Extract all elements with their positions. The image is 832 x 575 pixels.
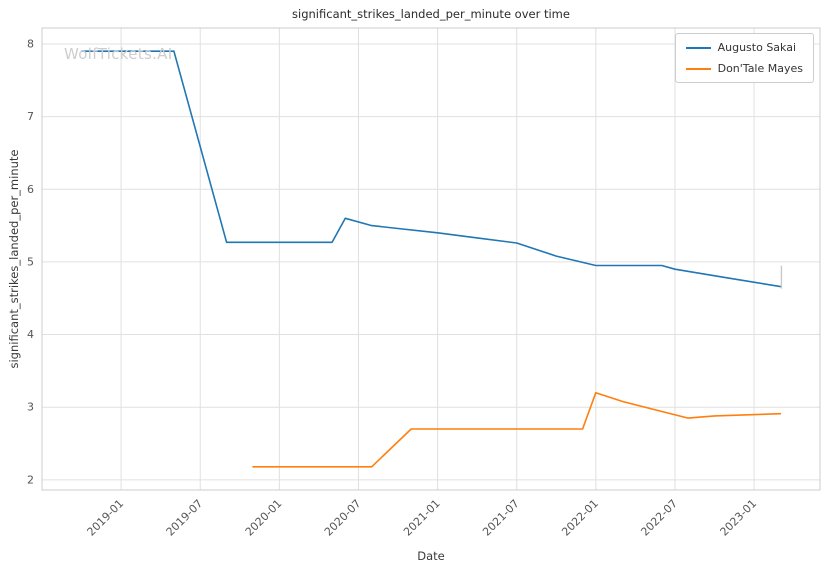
- legend-line-swatch-blue: [685, 46, 711, 49]
- grid-lines: [41, 27, 821, 491]
- x-tick-label: 2020-07: [322, 497, 364, 539]
- plot-border: [41, 27, 821, 491]
- x-tick-label: 2021-01: [401, 497, 443, 539]
- y-tick-label: 7: [27, 110, 34, 123]
- legend-item-dontale-mayes: Don'Tale Mayes: [685, 62, 803, 75]
- y-tick-label: 3: [27, 401, 34, 414]
- series-line-0: [80, 50, 782, 288]
- x-tick-label: 2021-07: [480, 497, 522, 539]
- chart-title: significant_strikes_landed_per_minute ov…: [292, 7, 570, 21]
- legend-label: Don'Tale Mayes: [717, 62, 803, 75]
- legend-label: Augusto Sakai: [717, 41, 797, 54]
- x-tick-label: 2022-07: [638, 497, 680, 539]
- x-tick-label: 2020-01: [243, 497, 285, 539]
- series-line-1: [252, 391, 782, 468]
- y-axis-label: significant_strikes_landed_per_minute: [7, 149, 21, 369]
- x-tick-label: 2019-01: [85, 497, 127, 539]
- y-tick-label: 2: [27, 473, 34, 486]
- x-tick-label: 2023-01: [717, 497, 759, 539]
- y-tick-label: 8: [27, 37, 34, 50]
- legend-item-augusto-sakai: Augusto Sakai: [685, 41, 803, 54]
- watermark-text: WolfTickets.AI: [64, 45, 173, 63]
- x-tick-label: 2019-07: [164, 497, 206, 539]
- legend: Augusto Sakai Don'Tale Mayes: [674, 33, 814, 83]
- tick-labels: 2 3 4 5 6 7 8 2019-01 2019-07 2020-01 2020-07 2021-…: [27, 37, 759, 538]
- y-tick-label: 5: [27, 255, 34, 268]
- x-axis-label: Date: [417, 549, 445, 563]
- y-tick-label: 4: [27, 328, 34, 341]
- x-tick-label: 2022-01: [559, 497, 601, 539]
- legend-line-swatch-orange: [685, 67, 711, 70]
- y-tick-label: 6: [27, 183, 34, 196]
- series-lines: [80, 50, 782, 468]
